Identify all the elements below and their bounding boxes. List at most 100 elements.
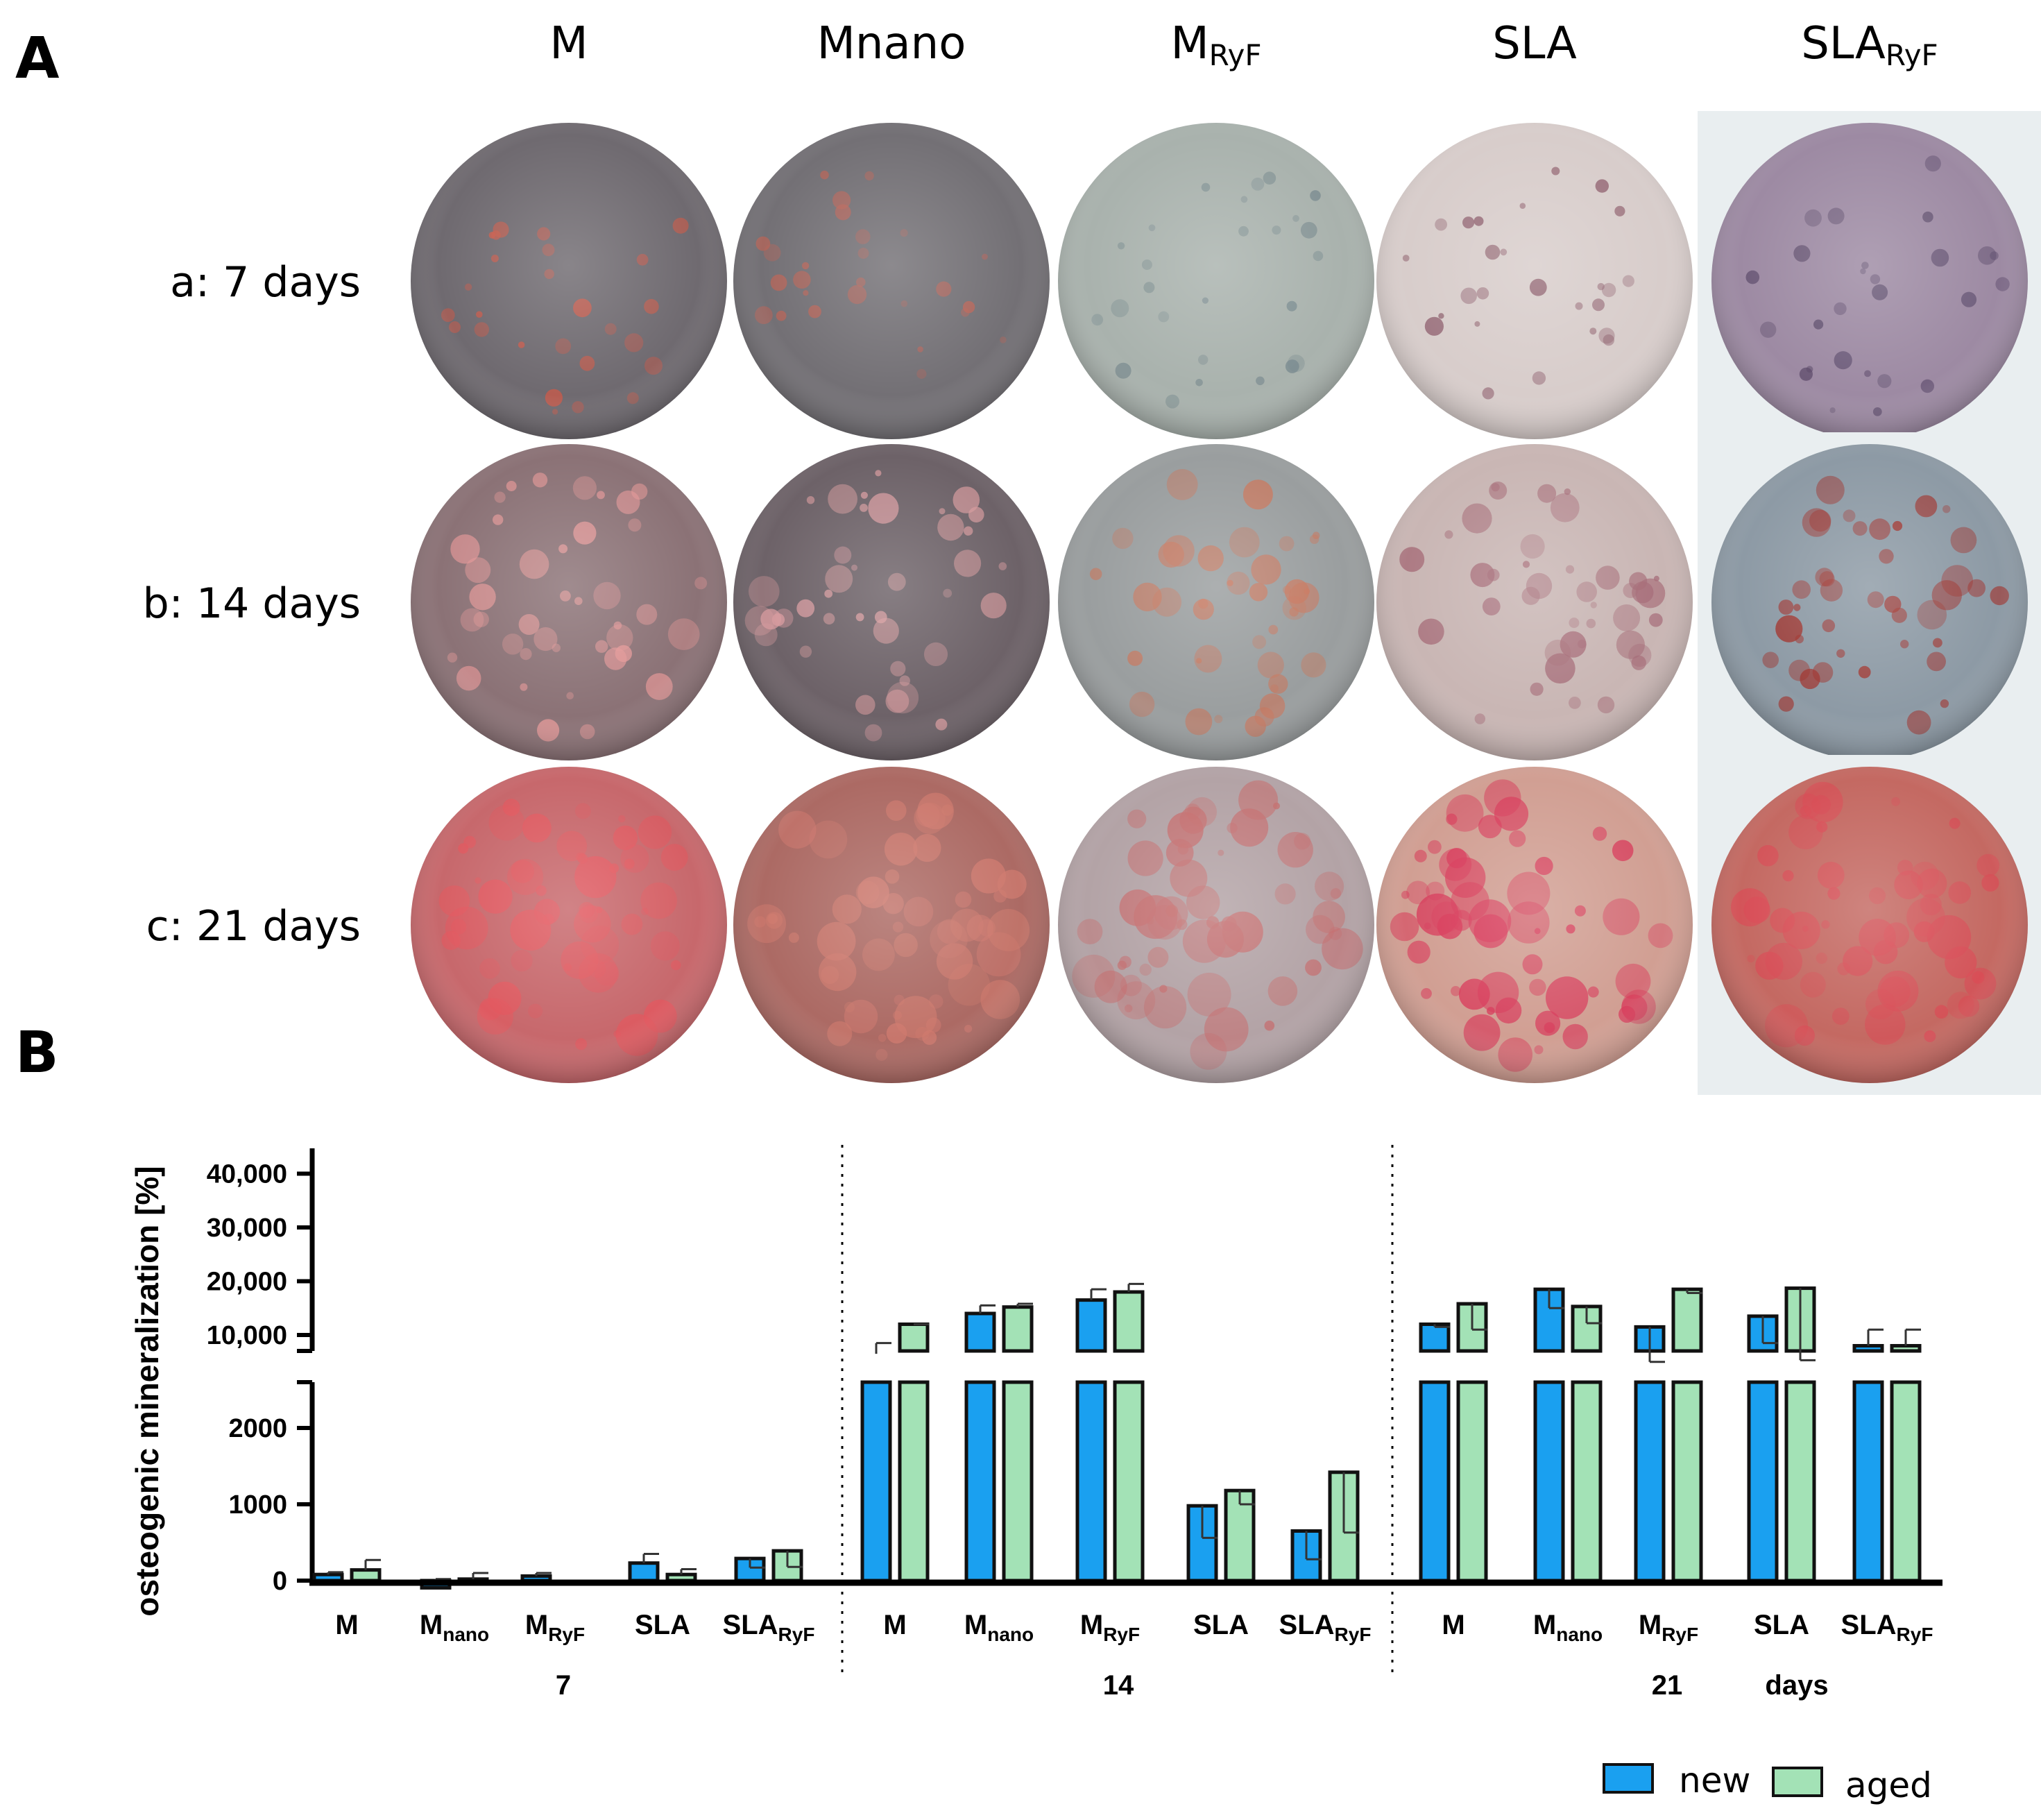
disc-photo-r1-c1 xyxy=(411,123,727,439)
aged-bar xyxy=(1456,1380,1488,1583)
x-category-label-sub: nano xyxy=(1556,1624,1603,1645)
x-category-label-main: SLA xyxy=(1754,1610,1809,1640)
x-category-label-main: M xyxy=(525,1610,548,1640)
disc-shading xyxy=(1376,767,1693,1083)
panel-a-letter: A xyxy=(15,26,60,92)
new-bar xyxy=(1075,1298,1107,1353)
x-axis-unit-label: days xyxy=(1765,1670,1828,1701)
aged-bar xyxy=(1002,1380,1034,1583)
x-category-label-main: SLA xyxy=(723,1610,778,1640)
x-category-label: SLARyF xyxy=(1279,1610,1372,1645)
disc-photo-r2-c5 xyxy=(1698,432,2041,772)
new-bar xyxy=(1419,1323,1451,1353)
y-axis-label: osteogenic mineralization [%] xyxy=(129,1166,165,1616)
disc-shading xyxy=(411,123,727,439)
new-bar xyxy=(964,1311,996,1353)
disc-shading xyxy=(1376,123,1693,439)
column-header-5-sub: RyF xyxy=(1886,38,1938,72)
x-category-label: MRyF xyxy=(1639,1610,1698,1645)
y-tick-label: 20,000 xyxy=(207,1268,287,1297)
new-bar xyxy=(1634,1380,1666,1583)
x-category-label: M xyxy=(883,1610,906,1640)
legend-new-label: new xyxy=(1679,1760,1750,1801)
legend-new-swatch xyxy=(1603,1763,1654,1794)
disc-photo-r3-c3 xyxy=(1058,767,1374,1083)
disc-photo-r3-c4 xyxy=(1376,767,1693,1083)
disc-shading xyxy=(1376,444,1693,760)
column-header-1-main: M xyxy=(549,18,588,69)
new-bar xyxy=(1747,1380,1779,1583)
new-bar xyxy=(628,1561,660,1583)
column-header-5: SLARyF xyxy=(1801,18,1938,72)
x-category-label: SLA xyxy=(1193,1610,1249,1640)
x-category-label: MRyF xyxy=(525,1610,585,1645)
x-category-label-sub: RyF xyxy=(1103,1624,1140,1645)
row-label-3: c: 21 days xyxy=(146,902,361,951)
disc-shading xyxy=(733,767,1050,1083)
aged-bar xyxy=(898,1323,930,1353)
column-header-1: M xyxy=(549,18,588,69)
disc-shading xyxy=(411,444,727,760)
disc-shading xyxy=(411,767,727,1083)
x-category-label: MRyF xyxy=(1080,1610,1140,1645)
x-category-label: M xyxy=(1442,1610,1464,1640)
x-category-label-main: M xyxy=(1080,1610,1103,1640)
disc-photo-r3-c1 xyxy=(411,767,727,1083)
new-bar xyxy=(1533,1380,1565,1583)
x-category-label-sub: RyF xyxy=(1662,1624,1698,1645)
row-label-1: a: 7 days xyxy=(170,258,361,307)
x-category-label: Mnano xyxy=(420,1610,489,1645)
x-category-label-main: SLA xyxy=(635,1610,690,1640)
disc-photo-r1-c2 xyxy=(733,123,1050,439)
column-header-2: Mnano xyxy=(817,18,966,69)
disc-shading xyxy=(733,123,1050,439)
x-category-label-main: SLA xyxy=(1279,1610,1335,1640)
aged-bar xyxy=(898,1380,930,1583)
x-group-label: 14 xyxy=(1103,1670,1134,1701)
disc-shading xyxy=(1711,444,2028,760)
aged-bar xyxy=(1113,1290,1145,1353)
column-header-4: SLA xyxy=(1492,18,1577,69)
disc-photo-r1-c5 xyxy=(1698,111,2041,451)
panel-b-letter: B xyxy=(15,1020,59,1086)
disc-photo-r2-c2 xyxy=(733,444,1050,760)
column-header-3-main: M xyxy=(1170,18,1209,69)
x-category-label-sub: RyF xyxy=(778,1624,815,1645)
x-category-label-main: M xyxy=(883,1610,906,1640)
new-bar xyxy=(1075,1380,1107,1583)
aged-bar xyxy=(1671,1380,1703,1583)
disc-photo-r3-c2 xyxy=(733,767,1050,1083)
column-header-4-main: SLA xyxy=(1492,18,1577,69)
aged-bar xyxy=(1784,1380,1816,1583)
new-bar xyxy=(964,1380,996,1583)
x-category-label-main: M xyxy=(964,1610,987,1640)
aged-bar xyxy=(350,1568,382,1583)
x-category-label-sub: RyF xyxy=(548,1624,585,1645)
x-category-label-main: M xyxy=(1442,1610,1464,1640)
disc-shading xyxy=(1058,767,1374,1083)
disc-photo-r1-c3 xyxy=(1058,123,1374,439)
x-group-label: 7 xyxy=(556,1670,571,1701)
x-category-label-sub: nano xyxy=(987,1624,1034,1645)
x-category-label-sub: RyF xyxy=(1335,1624,1372,1645)
new-bar xyxy=(860,1380,892,1583)
new-bar xyxy=(1419,1380,1451,1583)
x-category-label: SLARyF xyxy=(723,1610,815,1645)
disc-shading xyxy=(1711,123,2028,439)
aged-bar xyxy=(1890,1344,1922,1353)
disc-shading xyxy=(733,444,1050,760)
x-category-label-main: SLA xyxy=(1841,1610,1897,1640)
disc-shading xyxy=(1058,444,1374,760)
disc-shading xyxy=(1058,123,1374,439)
y-tick-label: 2000 xyxy=(228,1414,287,1443)
row-labels: a: 7 days b: 14 days c: 21 days xyxy=(143,258,361,951)
new-bar xyxy=(1852,1380,1884,1583)
column-header-3: MRyF xyxy=(1170,18,1261,72)
x-category-label: Mnano xyxy=(964,1610,1034,1645)
legend: new aged xyxy=(1603,1760,1932,1805)
y-tick-label: 0 xyxy=(273,1567,287,1596)
y-tick-label: 40,000 xyxy=(207,1160,287,1189)
x-category-label-sub: RyF xyxy=(1897,1624,1933,1645)
